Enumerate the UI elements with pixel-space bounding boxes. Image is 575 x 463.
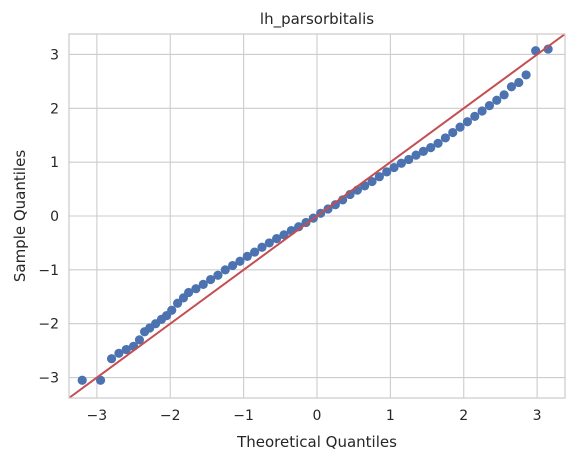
x-tick-label: 2 xyxy=(459,408,468,424)
data-point xyxy=(506,82,517,92)
data-point xyxy=(411,150,421,160)
data-point xyxy=(134,335,145,345)
data-point xyxy=(121,344,131,355)
data-point xyxy=(235,256,245,266)
y-tick-label: 0 xyxy=(50,209,59,225)
reference-line xyxy=(68,33,566,399)
data-point xyxy=(338,195,348,205)
data-point xyxy=(404,154,414,165)
x-tick-label: −3 xyxy=(87,408,108,424)
data-point xyxy=(389,162,399,173)
y-axis-label: Sample Quantiles xyxy=(11,150,29,282)
x-tick-label: 1 xyxy=(386,408,395,424)
y-tick-label: −1 xyxy=(38,263,59,279)
data-point xyxy=(521,70,531,80)
data-point xyxy=(382,167,392,177)
x-tick-labels: −3 −2 −1 0 1 2 3 xyxy=(87,408,542,424)
data-point xyxy=(330,200,340,210)
data-points xyxy=(77,44,553,385)
data-point xyxy=(198,279,208,289)
data-point xyxy=(477,106,487,116)
data-point xyxy=(418,146,428,156)
axes-frame xyxy=(68,33,566,399)
data-point xyxy=(470,111,480,121)
y-tick-labels: −3 −2 −1 0 1 2 3 xyxy=(38,47,59,386)
data-point xyxy=(279,230,289,240)
data-point xyxy=(114,348,124,358)
x-tick-label: −2 xyxy=(160,408,181,424)
x-tick-label: 3 xyxy=(533,408,542,424)
data-point xyxy=(264,238,274,248)
data-point xyxy=(172,298,183,308)
y-tick-label: 2 xyxy=(50,101,59,117)
data-point xyxy=(77,375,87,385)
y-tick-label: −2 xyxy=(38,317,59,333)
x-tick-label: −1 xyxy=(233,408,254,424)
reference-line-group xyxy=(68,33,566,399)
data-point xyxy=(374,172,384,182)
plot-frame xyxy=(68,33,566,399)
data-point xyxy=(396,158,406,168)
data-point xyxy=(499,90,509,100)
data-point xyxy=(514,77,524,88)
data-point xyxy=(167,305,177,315)
chart-title: lh_parsorbitalis xyxy=(260,10,374,29)
data-point xyxy=(492,95,502,105)
data-point xyxy=(213,270,223,280)
data-point xyxy=(272,234,282,244)
data-point xyxy=(191,284,201,294)
x-tick-label: 0 xyxy=(313,408,322,424)
y-tick-label: −3 xyxy=(38,371,59,387)
data-point xyxy=(440,133,451,143)
y-tick-label: 3 xyxy=(50,47,59,63)
data-point xyxy=(95,375,106,385)
data-point xyxy=(106,354,117,364)
data-point xyxy=(367,176,377,187)
data-point xyxy=(294,222,304,232)
x-axis-label: Theoretical Quantiles xyxy=(236,433,397,451)
data-point xyxy=(257,242,267,252)
data-point xyxy=(183,287,194,298)
data-point xyxy=(206,274,216,285)
data-point xyxy=(250,247,260,257)
data-point xyxy=(455,122,465,132)
data-point xyxy=(433,138,443,148)
data-point xyxy=(345,189,355,200)
data-point xyxy=(220,265,230,275)
data-point xyxy=(462,117,473,127)
y-tick-label: 1 xyxy=(50,155,59,171)
data-point xyxy=(426,143,436,153)
data-point xyxy=(228,260,238,271)
data-point xyxy=(484,101,495,111)
data-point xyxy=(448,127,458,138)
data-point xyxy=(543,44,553,54)
data-point xyxy=(242,251,252,261)
